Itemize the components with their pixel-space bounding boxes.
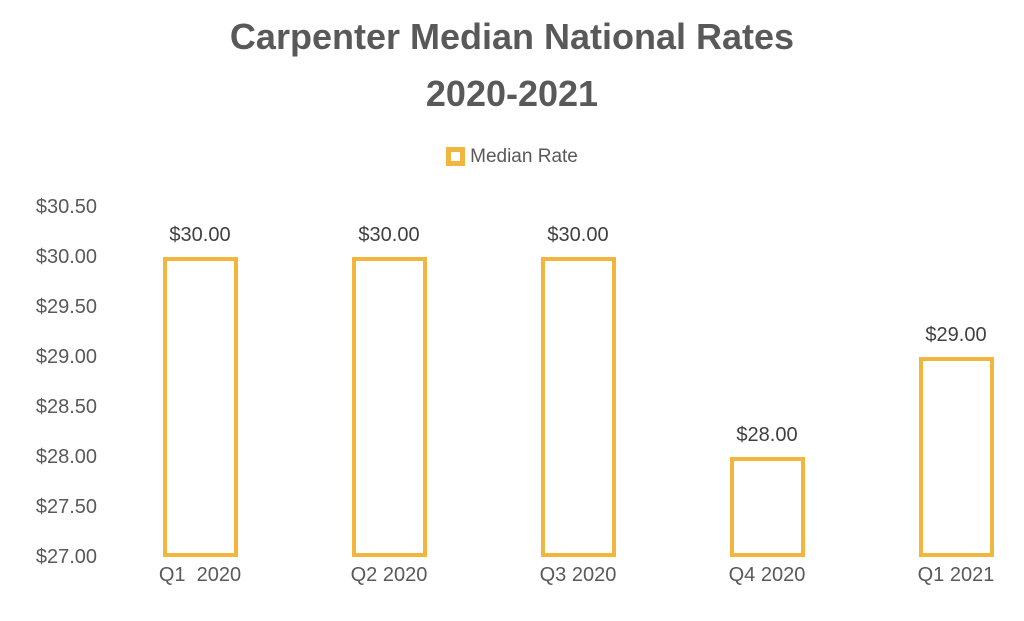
- x-category-label: Q1 2021: [917, 564, 995, 586]
- y-tick-label: $27.50: [35, 496, 97, 518]
- y-tick-label: $28.00: [35, 446, 97, 468]
- legend-swatch-icon: [446, 146, 466, 166]
- x-category-label: Q1 2020: [158, 564, 242, 586]
- bar-data-label: $29.00: [925, 324, 987, 346]
- bar-data-label: $30.00: [169, 224, 231, 246]
- bar-data-label: $30.00: [547, 224, 609, 246]
- bar: [540, 257, 616, 557]
- legend: Median Rate: [0, 144, 1024, 168]
- bar: [162, 257, 238, 557]
- chart-title-line2: 2020-2021: [425, 73, 599, 114]
- y-tick-label: $30.50: [35, 196, 97, 218]
- bar: [918, 357, 994, 557]
- y-tick-label: $28.50: [35, 396, 97, 418]
- y-tick-label: $30.00: [35, 246, 97, 268]
- bar: [729, 457, 805, 557]
- y-tick-label: $27.00: [35, 546, 97, 568]
- chart-title: Carpenter Median National Rates 2020-202…: [0, 8, 1024, 122]
- y-tick-label: $29.00: [35, 346, 97, 368]
- y-tick-label: $29.50: [35, 296, 97, 318]
- bar-data-label: $30.00: [358, 224, 420, 246]
- bar: [351, 257, 427, 557]
- x-category-label: Q3 2020: [539, 564, 617, 586]
- x-category-label: Q2 2020: [350, 564, 428, 586]
- bar-data-label: $28.00: [736, 424, 798, 446]
- x-category-label: Q4 2020: [728, 564, 806, 586]
- legend-label: Median Rate: [470, 145, 578, 167]
- chart-title-line1: Carpenter Median National Rates: [229, 16, 795, 57]
